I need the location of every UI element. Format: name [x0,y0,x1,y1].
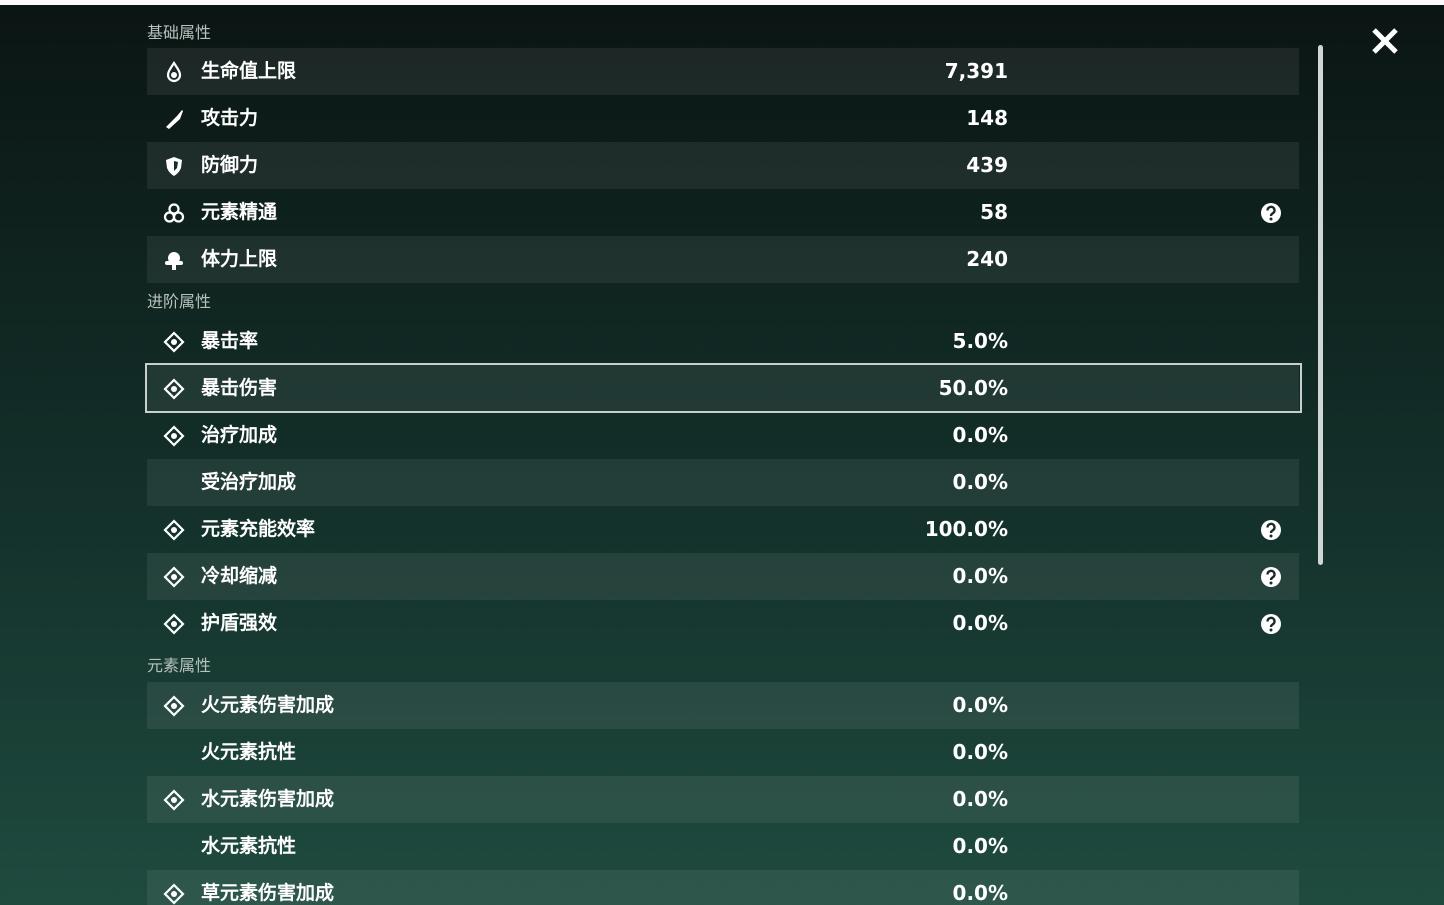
stat-label: 攻击力 [201,107,259,129]
stat-icon [163,378,185,400]
stat-value: 0.0% [952,611,1008,635]
stat-label: 受治疗加成 [201,471,297,493]
stat-value: 100.0% [924,517,1008,541]
stat-label: 防御力 [201,154,259,176]
stat-icon [166,110,183,129]
stat-row: 防御力 439 [147,142,1299,189]
stat-icon [166,157,182,176]
stat-label: 元素充能效率 [201,518,316,540]
scrollbar[interactable] [1318,45,1323,565]
stat-value: 0.0% [952,834,1008,858]
stat-row: 元素充能效率 100.0% [147,506,1299,553]
stat-row: 体力上限 240 [147,236,1299,283]
close-button[interactable] [1370,26,1400,56]
stat-icon [163,613,185,635]
stat-label: 水元素伤害加成 [201,788,335,810]
stat-row: 受治疗加成 0.0% [147,459,1299,506]
stat-value: 148 [966,106,1008,130]
stat-value: 7,391 [944,59,1008,83]
stat-icon [163,695,185,717]
stat-value: 439 [966,153,1008,177]
stat-label: 生命值上限 [201,60,297,82]
section-header: 进阶属性 [147,292,212,311]
stat-value: 58 [980,200,1008,224]
stat-label: 冷却缩减 [201,565,278,587]
stat-row: 冷却缩减 0.0% [147,553,1299,600]
stat-icon [163,789,185,811]
stat-value: 240 [966,247,1008,271]
help-icon[interactable] [1260,613,1282,635]
stat-value: 0.0% [952,881,1008,905]
help-icon[interactable] [1260,202,1282,224]
stat-value: 0.0% [952,787,1008,811]
stat-row: 草元素伤害加成 0.0% [147,870,1299,905]
stat-row: 水元素抗性 0.0% [147,823,1299,870]
stat-icon [163,203,185,223]
stat-label: 火元素抗性 [201,741,297,763]
stat-icon [166,61,182,83]
stat-label: 体力上限 [201,248,278,270]
stat-icon [163,883,185,905]
stat-icon [163,566,185,588]
stat-row: 生命值上限 7,391 [147,48,1299,95]
stat-row: 暴击伤害 50.0% [147,365,1299,412]
stat-label: 草元素伤害加成 [201,882,335,904]
stat-row: 治疗加成 0.0% [147,412,1299,459]
stat-icon [165,252,183,270]
stat-row: 水元素伤害加成 0.0% [147,776,1299,823]
stat-label: 护盾强效 [201,612,278,634]
stat-label: 水元素抗性 [201,835,297,857]
stat-row: 护盾强效 0.0% [147,600,1299,647]
section-header: 基础属性 [147,23,212,42]
stat-value: 0.0% [952,740,1008,764]
stat-row: 暴击率 5.0% [147,318,1299,365]
stat-label: 治疗加成 [201,424,278,446]
stat-label: 暴击伤害 [201,377,278,399]
stat-value: 0.0% [952,693,1008,717]
stat-label: 元素精通 [201,201,278,223]
stat-row: 火元素抗性 0.0% [147,729,1299,776]
help-icon[interactable] [1260,566,1282,588]
stat-value: 0.0% [952,423,1008,447]
stat-row: 攻击力 148 [147,95,1299,142]
stat-label: 暴击率 [201,330,259,352]
stat-value: 0.0% [952,470,1008,494]
stat-row: 元素精通 58 [147,189,1299,236]
selection-frame [145,363,1302,413]
stat-value: 5.0% [952,329,1008,353]
stat-icon [163,519,185,541]
stat-icon [163,331,185,353]
stat-value: 50.0% [938,376,1008,400]
section-header: 元素属性 [147,656,212,675]
stat-label: 火元素伤害加成 [201,694,335,716]
stat-row: 火元素伤害加成 0.0% [147,682,1299,729]
help-icon[interactable] [1260,519,1282,541]
stat-icon [163,425,185,447]
stat-value: 0.0% [952,564,1008,588]
